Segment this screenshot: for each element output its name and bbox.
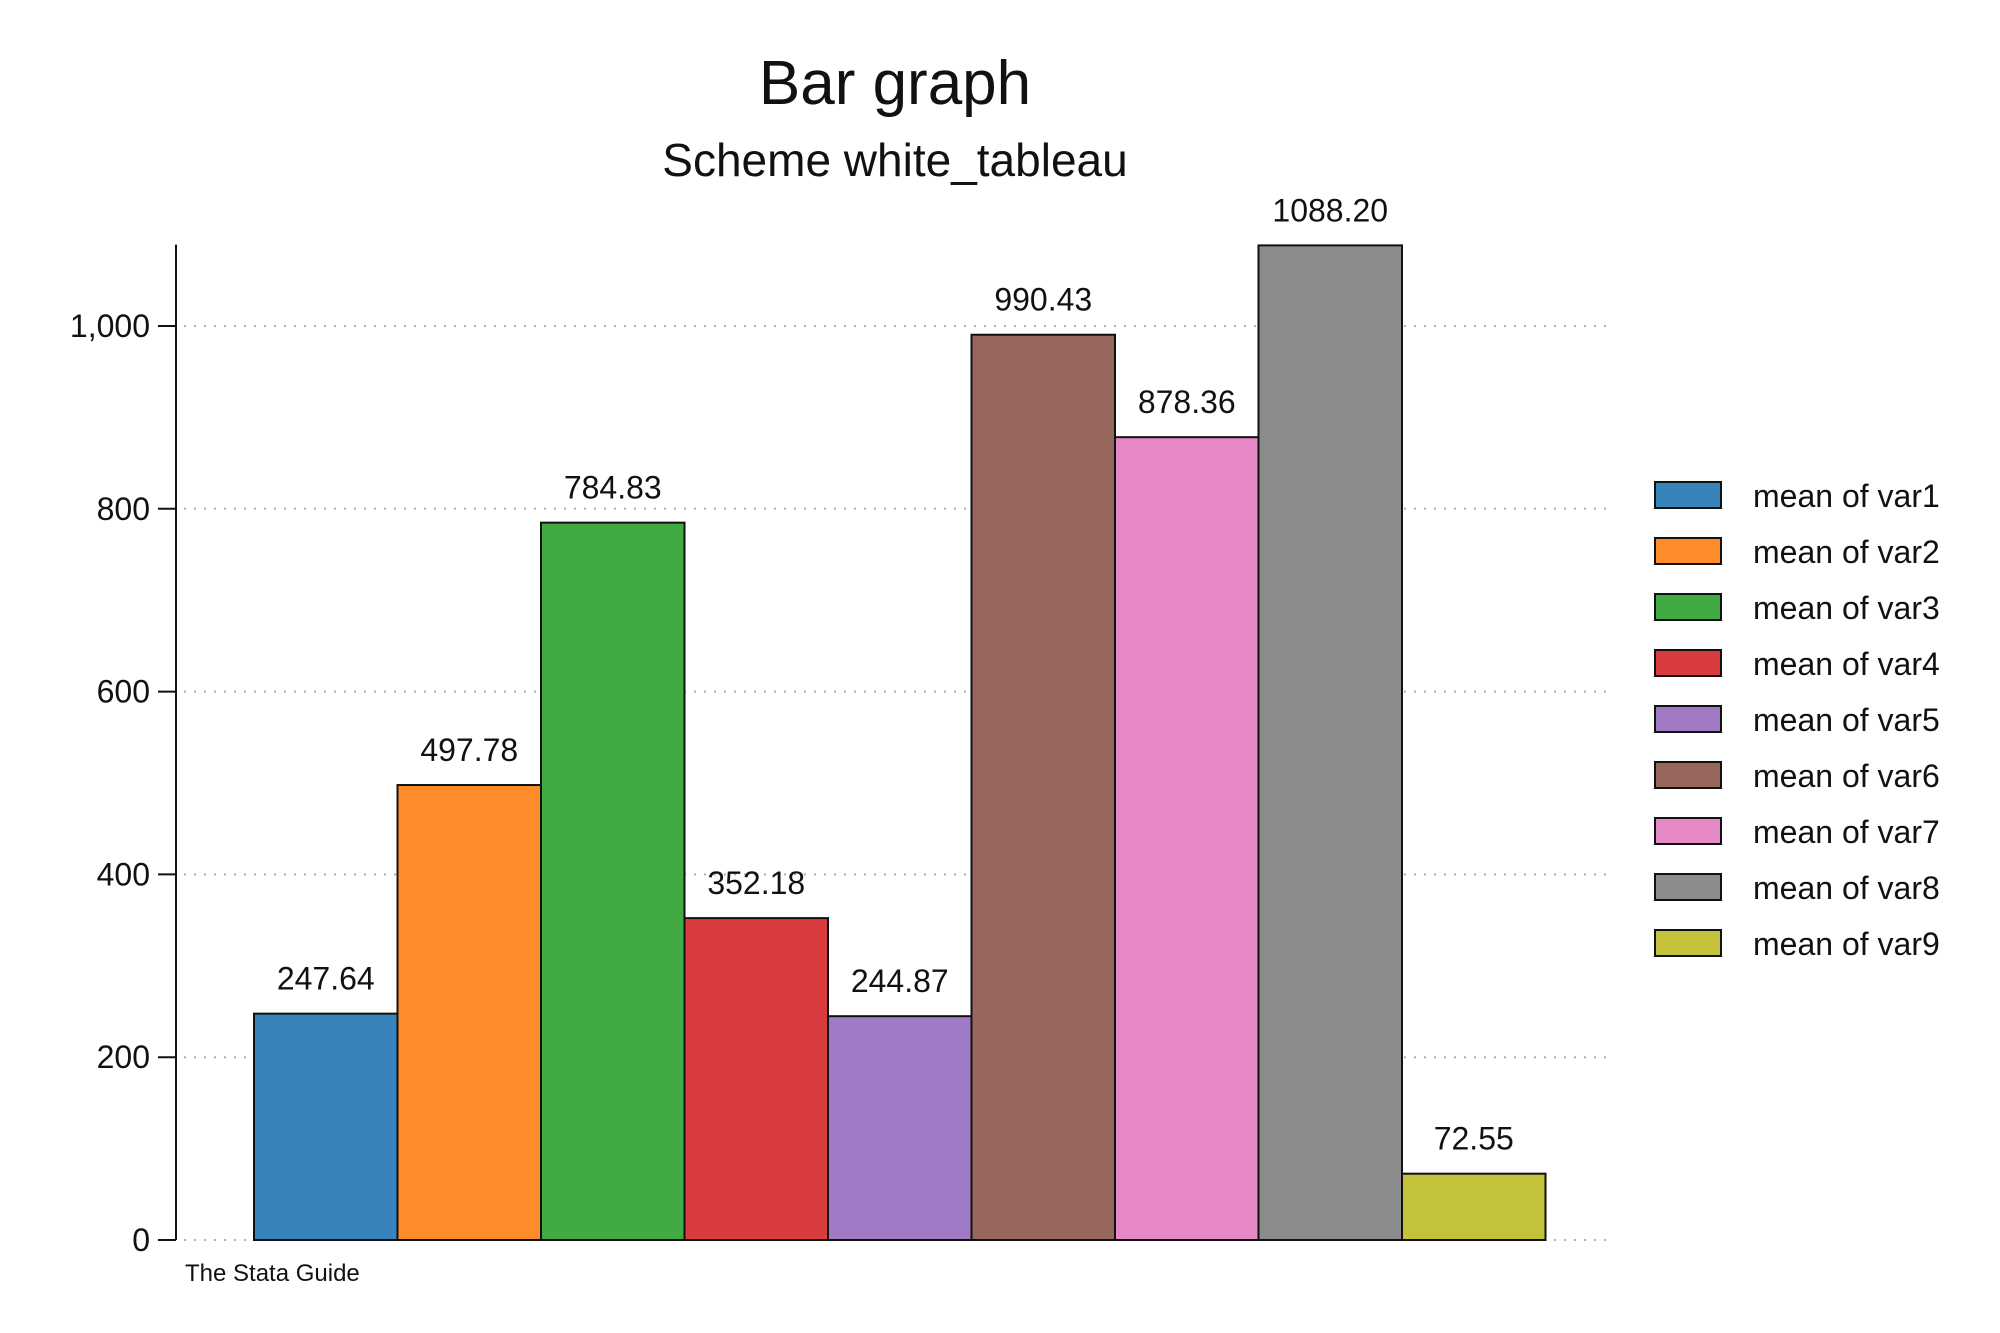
bars bbox=[253, 244, 1547, 1242]
legend: mean of var1 mean of var2 mean of var3 mean… bbox=[1654, 478, 1940, 962]
bar-value-label: 497.78 bbox=[420, 732, 518, 768]
legend-swatch bbox=[1654, 537, 1722, 565]
bar-1 bbox=[253, 1012, 399, 1241]
legend-swatch bbox=[1654, 761, 1722, 789]
bar-value-label: 247.64 bbox=[277, 961, 375, 997]
legend-label: mean of var2 bbox=[1753, 534, 1940, 570]
bar-5 bbox=[827, 1015, 973, 1242]
legend-swatch bbox=[1654, 817, 1722, 845]
bar-labels: 247.64 497.78 784.83 352.18 244.87 990.43 878.… bbox=[277, 192, 1514, 1156]
bar-4 bbox=[683, 917, 829, 1241]
bar-6 bbox=[970, 333, 1116, 1241]
legend-swatch bbox=[1654, 593, 1722, 621]
chart-subtitle: Scheme white_tableau bbox=[662, 134, 1127, 186]
y-tick-label: 1,000 bbox=[70, 308, 150, 344]
legend-swatch bbox=[1654, 929, 1722, 957]
y-tick-label: 600 bbox=[97, 674, 150, 710]
legend-swatch bbox=[1654, 481, 1722, 509]
legend-label: mean of var4 bbox=[1753, 646, 1940, 682]
bar-value-label: 244.87 bbox=[851, 963, 949, 999]
legend-label: mean of var9 bbox=[1753, 926, 1940, 962]
legend-swatch bbox=[1654, 873, 1722, 901]
y-tick-label: 200 bbox=[97, 1039, 150, 1075]
legend-label: mean of var1 bbox=[1753, 478, 1940, 514]
bar-value-label: 352.18 bbox=[707, 865, 805, 901]
y-tick-label: 400 bbox=[97, 856, 150, 892]
legend-swatch bbox=[1654, 649, 1722, 677]
legend-label: mean of var8 bbox=[1753, 870, 1940, 906]
legend-label: mean of var5 bbox=[1753, 702, 1940, 738]
bar-value-label: 1088.20 bbox=[1272, 192, 1388, 228]
bar-2 bbox=[396, 784, 542, 1241]
bar-value-label: 990.43 bbox=[994, 282, 1092, 318]
y-tick-label: 800 bbox=[97, 491, 150, 527]
y-tick-label: 0 bbox=[132, 1222, 150, 1258]
bar-3 bbox=[540, 521, 686, 1241]
bar-value-label: 72.55 bbox=[1434, 1121, 1514, 1157]
legend-label: mean of var6 bbox=[1753, 758, 1940, 794]
bar-value-label: 784.83 bbox=[564, 470, 662, 506]
chart-note: The Stata Guide bbox=[185, 1260, 360, 1287]
legend-label: mean of var7 bbox=[1753, 814, 1940, 850]
legend-label: mean of var3 bbox=[1753, 590, 1940, 626]
legend-swatch bbox=[1654, 705, 1722, 733]
chart-title: Bar graph bbox=[759, 49, 1031, 118]
bar-8 bbox=[1257, 244, 1403, 1241]
bar-7 bbox=[1114, 436, 1260, 1241]
bar-9 bbox=[1401, 1172, 1547, 1242]
bar-value-label: 878.36 bbox=[1138, 384, 1236, 420]
y-axis: 0 200 400 600 800 1,000 bbox=[70, 244, 177, 1258]
